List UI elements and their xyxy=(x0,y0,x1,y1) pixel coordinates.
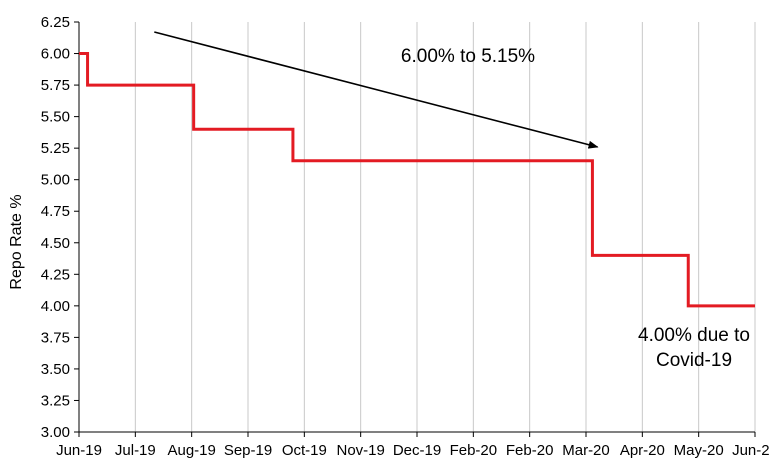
covid-note-line-2: Covid-19 xyxy=(656,350,732,371)
trend-arrow-label: 6.00% to 5.15% xyxy=(401,46,535,67)
x-tick-label: Jun-19 xyxy=(56,442,102,459)
x-tick-label: Jul-19 xyxy=(115,442,156,459)
x-tick-label: May-20 xyxy=(674,442,724,459)
x-tick-label: Feb-20 xyxy=(506,442,554,459)
y-tick-label: 6.00 xyxy=(41,46,70,63)
x-tick-label: Apr-20 xyxy=(620,442,665,459)
y-tick-label: 5.50 xyxy=(41,109,70,126)
series-group xyxy=(79,52,755,308)
y-tick-label: 4.25 xyxy=(41,266,70,283)
y-tick-label: 4.50 xyxy=(41,235,70,252)
covid-note-line-1: 4.00% due to xyxy=(638,325,750,346)
y-tick-label: 3.00 xyxy=(41,424,70,441)
x-tick-label: Aug-19 xyxy=(167,442,215,459)
y-tick-labels: 3.00 3.25 3.50 3.75 4.00 4.25 4.50 4.75 5.00 5.25… xyxy=(41,14,79,441)
trend-arrow xyxy=(154,31,599,149)
x-tick-label: Oct-19 xyxy=(282,442,327,459)
y-tick-label: 3.25 xyxy=(41,392,70,409)
x-tick-label: Feb-20 xyxy=(450,442,498,459)
y-tick-label: 5.25 xyxy=(41,140,70,157)
x-tick-label: Mar-20 xyxy=(562,442,610,459)
vertical-grid-lines xyxy=(134,22,756,432)
annotations: 6.00% to 5.15% 4.00% due to Covid-19 xyxy=(154,31,750,371)
y-tick-label: 4.00 xyxy=(41,298,70,315)
x-tick-label: Nov-19 xyxy=(336,442,384,459)
x-tick-label: Dec-19 xyxy=(393,442,441,459)
y-tick-label: 3.75 xyxy=(41,329,70,346)
x-tick-label: Jun-20 xyxy=(732,442,770,459)
y-tick-label: 4.75 xyxy=(41,203,70,220)
y-tick-label: 5.00 xyxy=(41,172,70,189)
x-tick-label: Sep-19 xyxy=(224,442,272,459)
y-tick-label: 5.75 xyxy=(41,77,70,94)
repo-rate-line xyxy=(79,52,755,308)
y-tick-label: 6.25 xyxy=(41,14,70,31)
y-axis-label: Repo Rate % xyxy=(8,194,25,289)
y-tick-label: 3.50 xyxy=(41,361,70,378)
x-tick-labels: Jun-19 Jul-19 Aug-19 Sep-19 Oct-19 Nov-19 Dec-… xyxy=(56,432,770,459)
